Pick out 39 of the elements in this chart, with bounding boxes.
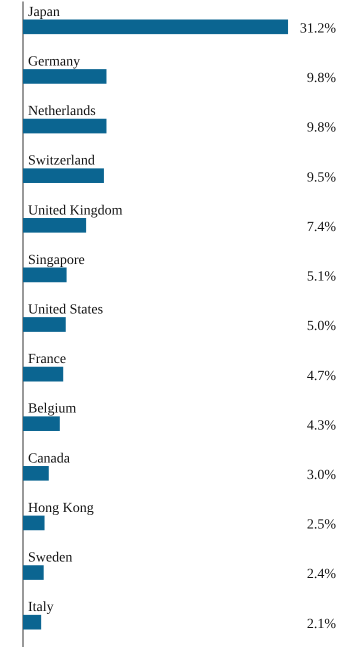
data-label: 7.4% — [306, 220, 336, 235]
bar — [23, 516, 45, 530]
bar — [23, 317, 66, 332]
data-label: 5.0% — [306, 319, 336, 334]
bar — [23, 416, 60, 432]
data-label: 2.4% — [306, 567, 336, 582]
data-label: 3.0% — [306, 468, 336, 484]
data-label: 2.1% — [306, 616, 336, 632]
y-tick-label: Canada — [28, 451, 71, 466]
bar — [23, 614, 42, 630]
bar — [23, 565, 44, 580]
y-tick-label: Belgium — [28, 402, 76, 417]
bar — [23, 466, 49, 481]
data-label: 9.5% — [306, 170, 336, 186]
data-label: 4.3% — [306, 418, 336, 434]
y-tick-label: Switzerland — [28, 154, 95, 169]
bar — [23, 19, 288, 34]
bar — [23, 168, 104, 183]
data-label: 4.7% — [306, 368, 336, 384]
y-tick-label: Netherlands — [28, 104, 96, 120]
data-label: 2.5% — [306, 518, 336, 533]
y-tick-label: Sweden — [28, 550, 72, 566]
bar — [23, 366, 64, 382]
y-tick-label: Japan — [28, 4, 60, 20]
y-tick-label: Singapore — [28, 252, 85, 268]
bar — [23, 218, 86, 233]
y-tick-label: France — [28, 352, 66, 368]
y-tick-label: Germany — [28, 54, 80, 70]
y-tick-label: United States — [28, 302, 104, 318]
data-label: 9.8% — [306, 71, 336, 86]
y-tick-label: Italy — [28, 600, 54, 616]
y-tick-label: United Kingdom — [28, 203, 123, 218]
data-label: 5.1% — [306, 270, 336, 285]
data-label: 9.8% — [306, 120, 336, 136]
data-label: 31.2% — [300, 21, 336, 36]
bar — [23, 268, 67, 282]
y-tick-label: Hong Kong — [28, 500, 94, 516]
bar — [23, 118, 106, 134]
bar — [23, 69, 106, 84]
